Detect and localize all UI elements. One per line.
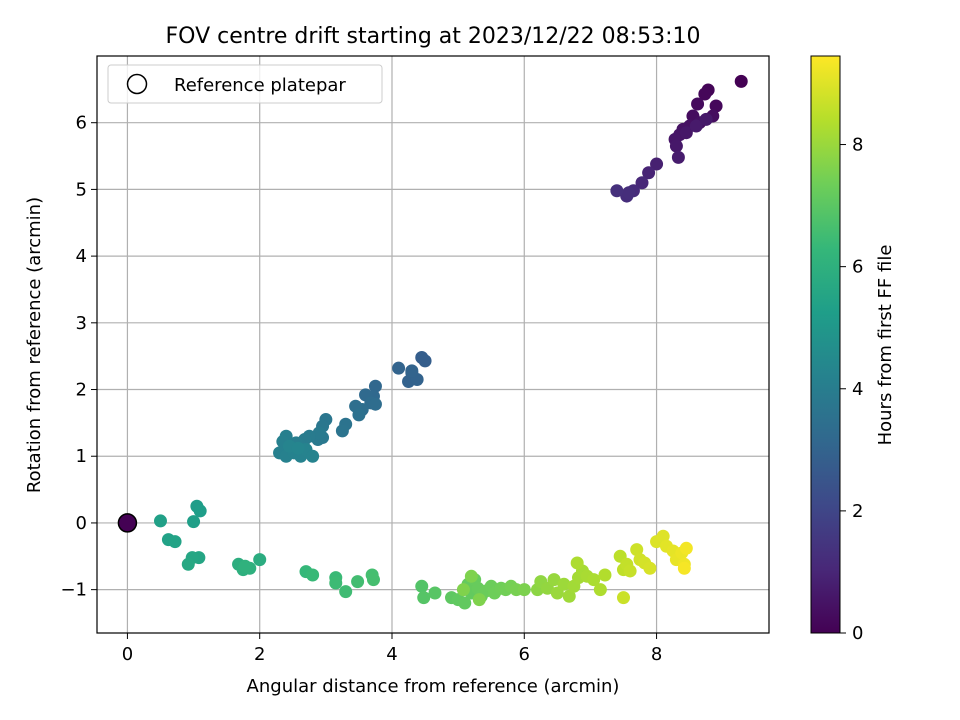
data-point — [669, 139, 683, 153]
data-point — [339, 585, 353, 599]
x-tick-label: 8 — [651, 644, 662, 665]
legend-entry-label: Reference platepar — [174, 75, 346, 96]
data-point — [187, 515, 201, 529]
data-point — [458, 596, 472, 610]
data-point — [547, 573, 561, 587]
y-axis-label: Rotation from reference (arcmin) — [24, 197, 45, 493]
y-axis-ticks: −1 0 1 2 3 4 5 6 — [60, 113, 97, 601]
data-point — [679, 541, 693, 555]
x-tick-label: 2 — [254, 644, 265, 665]
y-tick-label: 3 — [76, 313, 87, 334]
data-point — [623, 564, 637, 578]
y-tick-label: 4 — [76, 246, 87, 267]
data-point — [643, 561, 657, 575]
x-tick-label: 4 — [386, 644, 397, 665]
colorbar-ticks: 0 2 4 6 8 — [840, 135, 863, 644]
data-point — [181, 557, 195, 571]
data-point — [405, 364, 419, 378]
data-point — [253, 553, 267, 567]
plot-frame — [96, 55, 770, 634]
data-point — [238, 559, 252, 573]
data-point — [415, 579, 429, 593]
data-point — [456, 583, 470, 597]
chart-title: FOV centre drift starting at 2023/12/22 … — [166, 24, 701, 49]
data-point — [598, 568, 612, 582]
data-point — [351, 575, 365, 589]
data-point — [168, 535, 182, 549]
data-point — [734, 74, 748, 88]
data-point — [392, 361, 406, 375]
data-point — [616, 591, 630, 605]
grid-lines — [97, 56, 769, 633]
colorbar-tick-label: 6 — [852, 257, 863, 278]
data-point — [562, 589, 576, 603]
data-point — [635, 176, 649, 190]
data-point — [472, 593, 486, 607]
data-point — [691, 97, 705, 111]
data-point — [418, 354, 432, 368]
data-point — [153, 514, 167, 528]
data-point — [517, 583, 531, 597]
data-point — [671, 150, 685, 164]
data-point — [417, 591, 431, 605]
legend: Reference platepar — [107, 64, 383, 104]
data-point — [679, 126, 693, 140]
data-point — [689, 119, 703, 133]
data-point — [709, 99, 723, 113]
y-tick-label: 0 — [76, 513, 87, 534]
data-point — [312, 426, 326, 440]
data-point — [368, 397, 382, 411]
data-point — [464, 569, 478, 583]
data-point — [698, 87, 712, 101]
data-point — [610, 184, 624, 198]
data-point — [587, 573, 601, 587]
x-axis-label: Angular distance from reference (arcmin) — [247, 676, 620, 697]
y-tick-label: 6 — [76, 113, 87, 134]
data-point — [699, 112, 713, 126]
data-point — [335, 424, 349, 438]
data-point — [630, 543, 644, 557]
legend-marker-icon — [126, 73, 148, 95]
data-point — [642, 166, 656, 180]
y-tick-label: 5 — [76, 179, 87, 200]
data-point — [352, 408, 366, 422]
data-point — [557, 577, 571, 591]
x-axis-ticks: 0 2 4 6 8 — [122, 633, 662, 665]
legend-box — [107, 64, 383, 104]
reference-platepar-point — [117, 513, 138, 533]
colorbar-tick-label: 0 — [852, 623, 863, 644]
data-point — [677, 561, 691, 575]
data-point — [306, 449, 320, 463]
x-tick-label: 0 — [122, 644, 133, 665]
colorbar-label: Hours from first FF file — [875, 245, 896, 446]
data-point — [656, 529, 670, 543]
data-point — [306, 568, 320, 582]
data-point — [428, 586, 442, 600]
colorbar-tick-label: 8 — [852, 135, 863, 156]
data-point — [570, 556, 584, 570]
data-point — [368, 379, 382, 393]
colorbar — [810, 55, 841, 634]
data-point — [650, 157, 664, 171]
data-point — [291, 441, 305, 455]
y-tick-label: −1 — [60, 580, 87, 601]
data-point — [622, 186, 636, 200]
y-tick-label: 2 — [76, 380, 87, 401]
scatter-points — [153, 74, 748, 610]
data-point — [329, 576, 343, 590]
data-point — [193, 504, 207, 518]
data-point — [366, 573, 380, 587]
x-tick-label: 6 — [519, 644, 530, 665]
colorbar-tick-label: 2 — [852, 501, 863, 522]
y-tick-label: 1 — [76, 446, 87, 467]
data-point — [593, 583, 607, 597]
colorbar-tick-label: 4 — [852, 379, 863, 400]
